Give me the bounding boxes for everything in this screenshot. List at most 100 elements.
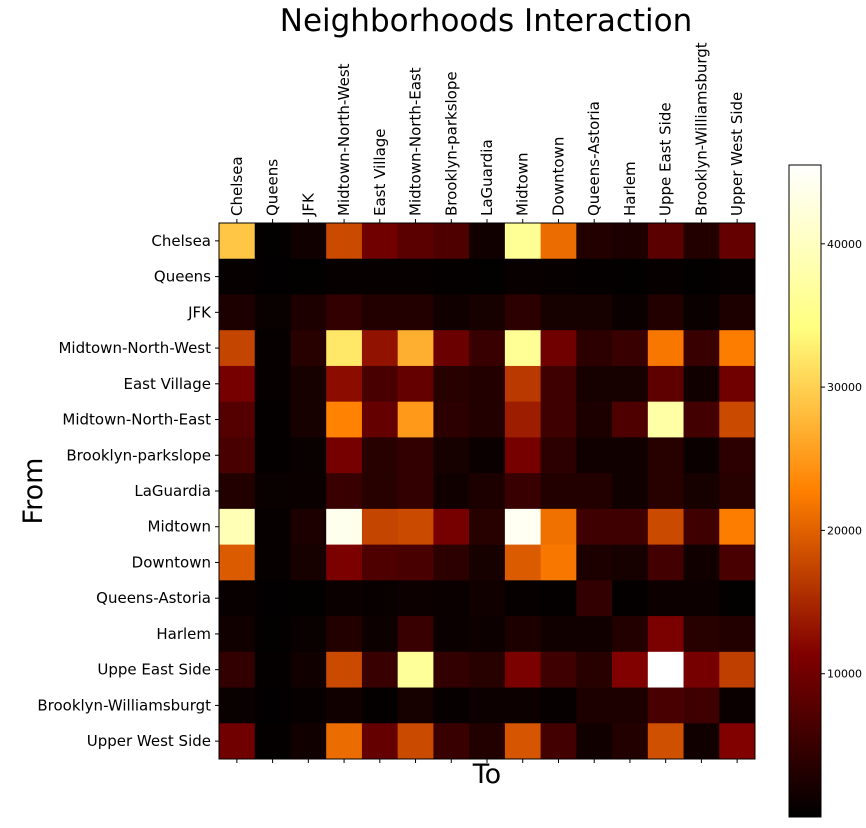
heatmap-cell — [540, 365, 577, 403]
y-tick-label: LaGuardia — [134, 482, 211, 500]
x-tick-label: Chelsea — [228, 156, 246, 216]
heatmap-cell — [397, 365, 434, 403]
heatmap-cell — [469, 365, 506, 403]
heatmap-cell — [612, 508, 649, 545]
heatmap-cell — [254, 616, 291, 653]
heatmap-cell — [219, 223, 256, 260]
x-tick-label: Uppe East Side — [657, 102, 675, 216]
heatmap-cell — [576, 580, 613, 617]
heatmap-cell — [397, 258, 434, 295]
heatmap-cell — [433, 580, 470, 617]
x-tick-label: Midtown — [514, 153, 532, 216]
heatmap-cell — [469, 616, 506, 653]
heatmap-cell — [361, 508, 399, 545]
heatmap-cell — [326, 723, 363, 760]
heatmap-cell — [361, 401, 399, 438]
heatmap-cell — [433, 365, 470, 403]
heatmap-cell — [254, 580, 291, 617]
heatmap-cell — [397, 223, 434, 260]
heatmap-cell — [540, 616, 577, 653]
heatmap-cell — [361, 687, 399, 724]
heatmap-cell — [290, 365, 327, 403]
heatmap-cell — [504, 723, 541, 760]
heatmap-cell — [290, 258, 327, 295]
heatmap-cell — [254, 651, 291, 688]
heatmap-cell — [219, 437, 256, 474]
heatmap-cell — [683, 437, 720, 474]
colorbar-tick-label: 10000 — [827, 668, 862, 681]
heatmap-cell — [612, 651, 649, 688]
heatmap-cell — [647, 651, 684, 688]
heatmap-cell — [469, 544, 506, 581]
heatmap-cell — [683, 258, 720, 295]
heatmap-cell — [397, 508, 434, 545]
x-tick-label: Downtown — [549, 137, 567, 216]
heatmap-cell — [647, 723, 684, 760]
heatmap-cell — [719, 580, 756, 617]
heatmap-cell — [254, 365, 291, 403]
heatmap-cell — [433, 651, 470, 688]
heatmap-cell — [469, 723, 506, 760]
heatmap-cell — [433, 687, 470, 724]
heatmap-cell — [576, 687, 613, 724]
heatmap-cell — [219, 365, 256, 403]
heatmap-cell — [290, 223, 327, 260]
heatmap-cell — [326, 294, 363, 331]
heatmap-cell — [290, 473, 327, 510]
heatmap-cell — [540, 258, 577, 295]
heatmap-cell — [504, 544, 541, 581]
y-axis: Chelsea Queens JFK Midtown-North-West East V… — [37, 232, 219, 750]
heatmap-cell — [504, 687, 541, 724]
heatmap-cell — [576, 365, 613, 403]
heatmap-cell — [254, 544, 291, 581]
x-tick-label: Upper West Side — [728, 92, 746, 216]
heatmap-cell — [361, 437, 399, 474]
heatmap-cell — [290, 651, 327, 688]
y-tick-label: Upper West Side — [87, 732, 211, 750]
heatmap-cell — [469, 437, 506, 474]
heatmap-cells — [219, 223, 756, 760]
x-tick-label: Queens-Astoria — [585, 101, 603, 216]
y-tick-label: JFK — [187, 303, 212, 321]
y-axis-title: From — [18, 458, 49, 525]
heatmap-cell — [683, 223, 720, 260]
heatmap-cell — [290, 401, 327, 438]
heatmap-cell — [397, 616, 434, 653]
x-tick-label: Queens — [264, 159, 282, 216]
x-axis-title: To — [472, 759, 501, 790]
heatmap-cell — [290, 508, 327, 545]
heatmap-cell — [361, 365, 399, 403]
heatmap-cell — [504, 508, 541, 545]
heatmap-cell — [612, 330, 649, 367]
heatmap-cell — [433, 294, 470, 331]
heatmap-cell — [576, 437, 613, 474]
heatmap-cell — [397, 330, 434, 367]
heatmap-cell — [647, 294, 684, 331]
y-tick-label: Midtown — [148, 518, 211, 536]
heatmap-cell — [576, 544, 613, 581]
heatmap-cell — [719, 223, 756, 260]
y-tick-label: Harlem — [156, 625, 211, 643]
heatmap-cell — [433, 258, 470, 295]
heatmap-cell — [683, 687, 720, 724]
heatmap-cell — [719, 687, 756, 724]
heatmap-cell — [647, 365, 684, 403]
y-tick-label: East Village — [123, 375, 211, 393]
heatmap-cell — [326, 437, 363, 474]
heatmap-cell — [254, 723, 291, 760]
y-tick-label: Midtown-North-East — [62, 411, 211, 429]
chart-title: Neighborhoods Interaction — [280, 3, 693, 39]
heatmap-cell — [540, 294, 577, 331]
y-tick-label: Downtown — [132, 553, 211, 571]
heatmap-cell — [290, 723, 327, 760]
heatmap-cell — [647, 687, 684, 724]
heatmap-cell — [576, 616, 613, 653]
heatmap-cell — [361, 616, 399, 653]
heatmap-cell — [254, 687, 291, 724]
heatmap-cell — [433, 723, 470, 760]
y-tick-label: Queens — [154, 268, 211, 286]
heatmap-cell — [433, 508, 470, 545]
heatmap-cell — [254, 401, 291, 438]
heatmap-cell — [361, 294, 399, 331]
heatmap-cell — [683, 651, 720, 688]
